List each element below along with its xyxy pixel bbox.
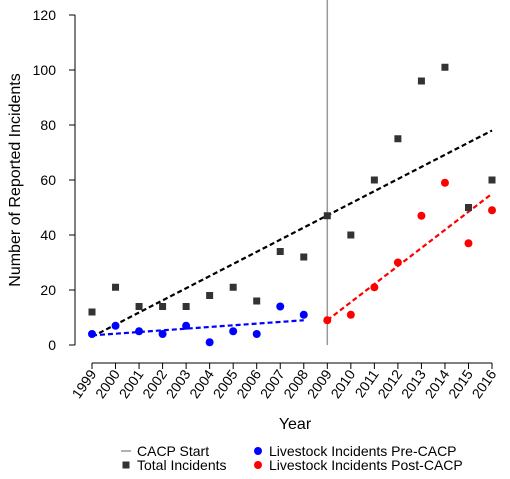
legend-label: Total Incidents [137, 457, 227, 473]
x-tick-label: 2016 [468, 366, 499, 401]
post-cacp-point [440, 178, 449, 187]
axes [69, 14, 493, 369]
pre-cacp-point [135, 327, 144, 336]
pre-cacp-point [299, 310, 308, 319]
total-incidents-point [182, 303, 190, 310]
y-tick-label: 80 [40, 117, 56, 133]
total-incidents-point [323, 212, 331, 220]
x-tick-label: 2008 [280, 366, 311, 401]
pre-cacp-point [205, 338, 214, 347]
post-cacp-point [346, 310, 355, 319]
total-incidents-point [394, 135, 402, 143]
y-tick-label: 100 [33, 62, 57, 78]
x-tick-label: 2000 [92, 366, 123, 401]
legend-label: CACP Start [137, 443, 209, 459]
x-tick-label: 2010 [327, 366, 358, 401]
post-cacp-point [464, 239, 473, 248]
post-cacp-point [323, 316, 332, 325]
x-axis-title: Year [279, 416, 312, 433]
total-incidents-point [370, 176, 378, 184]
y-tick-label: 120 [33, 7, 57, 23]
total-incidents-point [347, 231, 355, 239]
legend: CACP Start Livestock Incidents Pre-CACP To… [121, 443, 463, 473]
trend-line [326, 192, 493, 322]
legend-label: Livestock Incidents Pre-CACP [269, 443, 457, 459]
pre-cacp-point [252, 330, 261, 338]
x-tick-label: 2013 [398, 366, 429, 401]
total-incidents-point [417, 77, 425, 85]
x-tick-label: 2006 [233, 366, 264, 401]
total-incidents-point [488, 176, 496, 184]
post-cacp-point [417, 211, 426, 220]
total-incidents-point [135, 303, 143, 310]
post-cacp-point [370, 283, 379, 292]
total-incidents-point [206, 292, 214, 299]
trend-line [91, 129, 493, 338]
x-tick-label: 2003 [163, 366, 194, 401]
x-tick-label: 2002 [139, 366, 170, 401]
pre-cacp-point [276, 302, 285, 311]
pre-cacp-point [158, 330, 167, 338]
legend-label: Livestock Incidents Post-CACP [269, 457, 463, 473]
x-tick-label: 2009 [304, 366, 335, 401]
x-tick-label: 1999 [68, 366, 99, 401]
y-tick-label: 60 [40, 172, 56, 188]
post-cacp-point [393, 258, 402, 267]
total-incidents-point [159, 303, 167, 310]
pre-cacp-point [229, 327, 238, 336]
y-tick-label: 20 [40, 282, 56, 298]
pre-cacp-point [111, 321, 120, 330]
x-tick-label: 2001 [116, 366, 147, 401]
pre-cacp-point [88, 330, 96, 338]
legend-circle-symbol [254, 447, 262, 455]
total-incidents-point [88, 308, 96, 316]
total-incidents-point [300, 253, 308, 261]
total-incidents-point [441, 63, 449, 71]
x-tick-label: 2007 [257, 366, 288, 401]
total-incidents-point [276, 248, 284, 255]
y-tick-label: 40 [40, 227, 56, 243]
post-cacp-point [488, 206, 497, 215]
trend-lines [91, 129, 493, 338]
y-tick-labels: 0 20 40 60 80 100 120 [33, 7, 57, 353]
total-incidents-point [253, 297, 261, 305]
data-points [88, 63, 497, 347]
trend-line [91, 319, 304, 337]
y-tick-label: 0 [48, 337, 56, 353]
total-incidents-point [112, 283, 120, 291]
total-incidents-point [464, 204, 472, 211]
x-tick-label: 2005 [210, 366, 241, 401]
y-axis-title: Number of Reported Incidents [7, 73, 24, 286]
x-tick-labels: 1999200020012002200320042005200620072008… [68, 366, 499, 401]
x-tick-label: 2014 [421, 366, 452, 401]
x-tick-label: 2015 [445, 366, 476, 401]
pre-cacp-point [182, 321, 191, 330]
x-tick-label: 2004 [186, 366, 217, 401]
total-incidents-point [229, 283, 237, 291]
x-tick-label: 2012 [374, 366, 405, 401]
legend-square-symbol [122, 461, 130, 469]
legend-circle-symbol [254, 461, 262, 469]
